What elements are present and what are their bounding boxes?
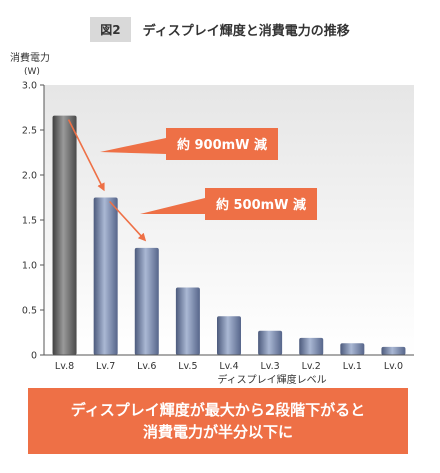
callout-box: [166, 128, 278, 160]
callout-pointer: [140, 198, 205, 214]
y-tick-label: 2.5: [22, 126, 37, 137]
x-tick-label: Lv.7: [96, 361, 115, 372]
figure-header: 図2 ディスプレイ輝度と消費電力の推移: [0, 16, 440, 42]
bar-lv8: [52, 115, 77, 355]
x-tick-label: Lv.1: [343, 361, 362, 372]
x-tick-label: Lv.3: [260, 361, 279, 372]
y-tick-label: 3.0: [22, 81, 37, 92]
x-tick-label: Lv.4: [219, 361, 238, 372]
reduction-arrow: [67, 119, 105, 192]
bar-lv7: [93, 197, 118, 355]
conclusion-line-2: 消費電力が半分以下に: [142, 423, 293, 441]
x-tick-label: Lv.0: [384, 361, 403, 372]
y-tick-label: 0: [31, 351, 37, 362]
y-axis-label: 消費電力: [10, 51, 50, 64]
figure-title: ディスプレイ輝度と消費電力の推移: [142, 23, 350, 39]
x-tick-label: Lv.6: [137, 361, 156, 372]
y-tick-label: 1.5: [22, 216, 37, 227]
conclusion-banner: ディスプレイ輝度が最大から2段階下がると 消費電力が半分以下に: [28, 388, 408, 454]
y-tick-label: 1.0: [22, 261, 37, 272]
x-tick-label: Lv.5: [178, 361, 197, 372]
x-tick-label: Lv.8: [55, 361, 74, 372]
callout-pointer: [100, 138, 166, 154]
power-consumption-chart: 0 0.5 1.0 1.5 2.0 2.5 3.0 Lv.8 Lv.7 Lv.6 Lv.5 Lv.4 L…: [10, 51, 414, 386]
bar-lv0: [381, 346, 406, 355]
figure-label: 図2: [90, 16, 131, 42]
y-axis-unit: (W): [24, 67, 40, 77]
callout-label: 約 500mW 減: [216, 197, 306, 213]
x-tick-label: Lv.2: [302, 361, 321, 372]
bar-lv3: [258, 330, 283, 355]
y-tick-label: 0.5: [22, 306, 37, 317]
bar-lv1: [340, 343, 365, 355]
x-axis-label: ディスプレイ輝度レベル: [217, 373, 326, 386]
y-tick-label: 2.0: [22, 171, 37, 182]
bar-lv5: [175, 287, 200, 355]
bar-lv2: [299, 337, 324, 355]
callout-label: 約 900mW 減: [177, 137, 267, 153]
bar-lv4: [217, 316, 241, 355]
bar-lv6: [134, 247, 159, 355]
conclusion-line-1: ディスプレイ輝度が最大から2段階下がると: [70, 401, 366, 419]
reduction-arrow: [109, 200, 147, 242]
callout-box: [205, 188, 317, 220]
